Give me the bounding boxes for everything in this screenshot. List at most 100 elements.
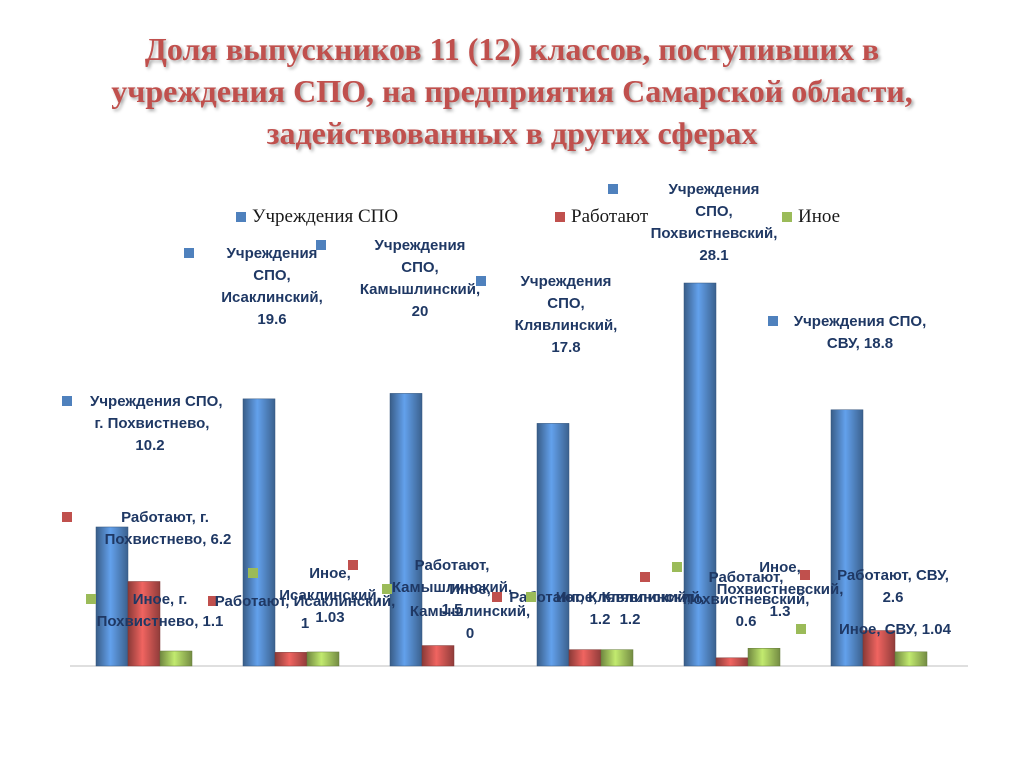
bar-работают-клявлинский [568,649,602,667]
data-label-text: Работают, [709,569,784,586]
data-label-text: Учреждения [375,237,466,254]
data-label-работают-г-похвистнево: Работают, г. Похвистнево, 6.2 [62,509,231,548]
data-label-text: Иное, СВУ, 1.04 [839,621,952,638]
bar-работают-сву [862,630,896,667]
data-label-text: СВУ, 18.8 [827,335,893,352]
data-label-учреждения-спо-исаклинский: Учреждения СПО, Исаклинский, 19.6 [184,245,323,328]
data-label-text: Клявлинский, [515,317,618,334]
bar-учреждения-спо-г-похвистнево [95,526,129,667]
data-label-text: 1.03 [315,609,344,626]
data-label-text: Учреждения СПО, [90,393,223,410]
data-label-text: Работают, Исаклинский, [215,593,396,610]
data-label-text: Работают, [415,557,490,574]
data-label-text: Иное, г. [133,591,188,608]
data-label-text: СПО, [401,259,438,276]
data-label-text: 19.6 [257,311,286,328]
data-label-text: 2.6 [883,589,904,606]
data-label-text: Камышлинский, [360,281,480,298]
data-label-marker [476,276,486,286]
data-label-text: Камышлинский, [392,579,512,596]
data-label-text: Работают, Клявлинский, [509,589,691,606]
data-label-marker [316,240,326,250]
data-label-marker [526,592,536,602]
legend-label-spo: Учреждения СПО [252,206,399,227]
data-label-text: 0 [466,625,474,642]
bar-иное-исаклинский [306,651,340,667]
data-label-работают-сву: Работают, СВУ, 2.6 [800,567,949,606]
data-label-иное-клявлинский: Иное, Клявлинский, 1.2 [526,589,704,628]
data-label-marker [608,184,618,194]
data-label-иное-г-похвистнево: Иное, г. Похвистнево, 1.1 [86,591,223,630]
data-label-text: Учреждения [669,181,760,198]
data-label-text: 1.2 [590,611,611,628]
data-label-text: Иное, [449,581,491,598]
data-label-text: 1.5 [442,601,463,618]
data-label-marker [492,592,502,602]
bar-иное-клявлинский [600,649,634,667]
chart-legend: Учреждения СПО Работают Иное [0,206,1024,228]
bar-работают-г-похвистнево [127,581,161,667]
data-label-marker [800,570,810,580]
data-label-marker [348,560,358,570]
bar-учреждения-спо-похвистневский [683,282,717,667]
data-label-text: Иное, [309,565,351,582]
data-label-marker [184,248,194,258]
data-label-иное-камышлинский: Иное,Камышлинский,0 [382,581,530,642]
data-label-text: Работают, г. [121,509,209,526]
bar-иное-г-похвистнево [159,650,193,667]
data-label-text: 10.2 [135,437,164,454]
bar-работают-похвистневский [715,657,749,667]
data-label-marker [796,624,806,634]
bar-иное-похвистневский [747,648,781,667]
data-label-text: Учреждения [521,273,612,290]
legend-swatch-other [782,212,792,222]
data-label-marker [672,562,682,572]
data-label-text: Исаклинский, [221,289,323,306]
data-label-text: СПО, [695,203,732,220]
data-label-text: Похвистнево, 6.2 [105,531,232,548]
data-label-text: СПО, [547,295,584,312]
data-label-text: 28.1 [699,247,728,264]
data-label-text: 20 [412,303,429,320]
data-label-работают-похвистневский: Работают, Похвистневский, 0.6 [640,569,809,630]
bar-учреждения-спо-клявлинский [536,423,570,667]
data-label-учреждения-спо-похвистневский: Учреждения СПО, Похвистневский, 28.1 [608,181,777,264]
data-label-text: г. Похвистнево, [95,415,210,432]
data-label-marker [86,594,96,604]
bar-работают-камышлинский [421,645,455,667]
data-label-учреждения-спо-клявлинский: Учреждения СПО, Клявлинский, 17.8 [476,273,617,356]
bar-работают-исаклинский [274,652,308,667]
data-label-text: Учреждения [227,245,318,262]
data-label-text: Учреждения СПО, [794,313,927,330]
data-label-text: Похвистневский, [683,591,810,608]
data-label-text: 0.6 [736,613,757,630]
legend-swatch-work [555,212,565,222]
data-label-работают-клявлинский: Работают, Клявлинский, 1.2 [492,589,691,628]
data-label-text: Похвистневский, [717,581,844,598]
chart-title: Доля выпускников 11 (12) классов, поступ… [111,31,913,151]
bar-учреждения-спо-исаклинский [242,398,276,667]
data-label-text: 1.3 [770,603,791,620]
bar-учреждения-спо-камышлинский [389,393,423,667]
bar-учреждения-спо-сву [830,409,864,667]
data-label-marker [640,572,650,582]
data-label-работают-исаклинский: Работают, Исаклинский, 1 [208,593,395,632]
data-label-marker [768,316,778,326]
data-label-text: СПО, [253,267,290,284]
data-label-marker [248,568,258,578]
data-label-marker [208,596,218,606]
data-label-работают-камышлинский: Работают, Камышлинский, 1.5 [348,557,512,618]
data-label-text: Похвистнево, 1.1 [97,613,224,630]
data-label-text: Камышлинский, [410,603,530,620]
data-label-text: Работают, СВУ, [837,567,949,584]
data-label-text: Иное, [759,559,801,576]
legend-item-work: Работают [555,206,648,228]
legend-label-other: Иное [798,206,841,227]
legend-item-other: Иное [782,206,840,228]
data-label-text: Иное, Клявлинский, [556,589,704,606]
data-label-иное-похвистневский: Иное,Похвистневский,1.3 [672,559,843,620]
data-label-marker [62,512,72,522]
data-label-text: Похвистневский, [651,225,778,242]
data-label-text: Исаклинский, [279,587,381,604]
